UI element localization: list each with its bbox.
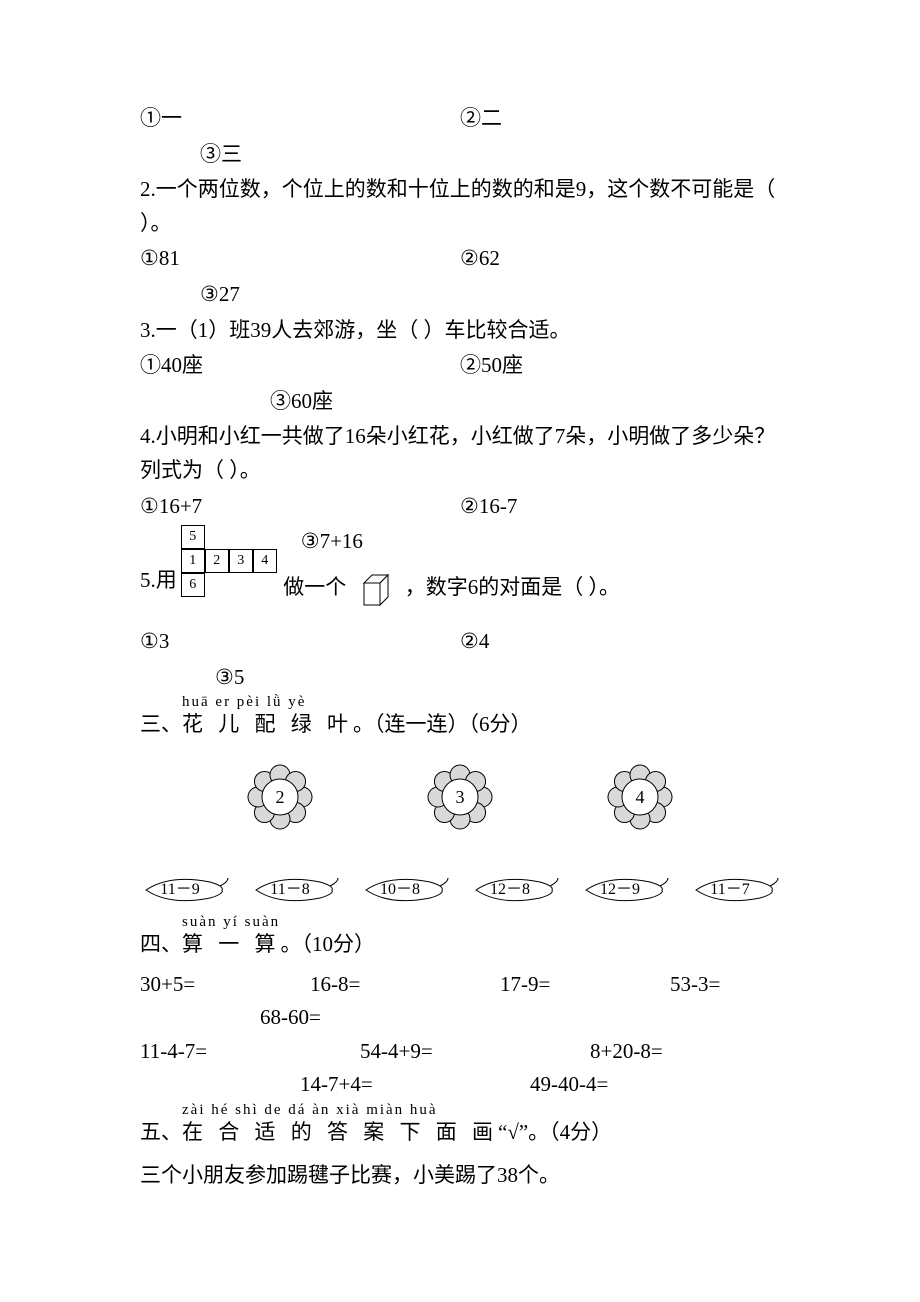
svg-text:11－9: 11－9 [160, 881, 199, 898]
flowers-row: 2 3 4 [140, 762, 780, 832]
q2-opt-b: ②62 [460, 246, 500, 270]
sec3-title: 三、 huā er pèi lǜ yè 花 儿 配 绿 叶 。（连一连）（6分） [140, 708, 780, 742]
sec5-hanzi: 在 合 适 的 答 案 下 面 画 [182, 1120, 498, 1144]
q3-opt-c: ③60座 [270, 389, 333, 413]
leaf-1: 11－9 [140, 872, 230, 908]
flower-2: 2 [245, 762, 315, 832]
q5-opt-c-row: ③5 [140, 661, 780, 695]
calc-2: 16-8= [310, 968, 500, 1002]
leaf-4: 12－8 [470, 872, 560, 908]
q2-stem: 2.一个两位数，个位上的数和十位上的数的和是9，这个数不可能是（ ）。 [140, 173, 780, 240]
q4-stem: 4.小明和小红一共做了16朵小红花，小红做了7朵，小明做了多少朵？列式为（ ）。 [140, 420, 780, 487]
cube-icon [356, 569, 396, 609]
sec4-tail: 。（10分） [281, 932, 376, 956]
q3-opt-c-row: ③60座 [140, 385, 780, 419]
net-cell-5: 5 [181, 525, 205, 549]
q1-options-row: ①一 ②二 [140, 102, 780, 136]
calc-8: 8+20-8= [590, 1035, 663, 1069]
net-cell-1: 1 [181, 549, 205, 573]
svg-text:11－7: 11－7 [710, 881, 749, 898]
flower-4: 4 [605, 762, 675, 832]
leaf-2: 11－8 [250, 872, 340, 908]
sec5-label: 五、 [140, 1120, 182, 1144]
calc-7: 54-4+9= [360, 1035, 590, 1069]
q5-mid: 做一个 [283, 575, 346, 599]
sec4-label: 四、 [140, 932, 182, 956]
q2-opt-c: ③27 [200, 282, 240, 306]
q2-options-row: ①81 ②62 [140, 242, 780, 276]
q2-opt-a: ①81 [140, 246, 180, 270]
q4-opt-b: ②16-7 [460, 494, 517, 518]
q4-opt-c: ③7+16 [301, 525, 363, 559]
q1-opt-b: ②二 [460, 106, 502, 130]
q4-options-row: ①16+7 ②16-7 [140, 490, 780, 524]
calc-1: 30+5= [140, 968, 310, 1002]
sec3-tail: 。（连一连）（6分） [353, 712, 532, 736]
cube-net: 5 1 2 3 4 6 [181, 525, 277, 597]
leaf-6: 11－7 [690, 872, 780, 908]
sec5-title: 五、 zài hé shì de dá àn xià miàn huà 在 合 … [140, 1116, 780, 1150]
net-cell-2: 2 [205, 549, 229, 573]
svg-text:2: 2 [276, 787, 285, 807]
calc-row1: 30+5= 16-8= 17-9= 53-3= [140, 968, 780, 1002]
sec4-title: 四、 suàn yí suàn 算 一 算 。（10分） [140, 928, 780, 962]
q3-stem: 3.一（1）班39人去郊游，坐（ ）车比较合适。 [140, 314, 780, 348]
sec5-pinyin: zài hé shì de dá àn xià miàn huà [182, 1098, 438, 1122]
svg-text:4: 4 [636, 787, 645, 807]
calc-row1b: 68-60= [140, 1001, 780, 1035]
calc-6: 11-4-7= [140, 1035, 360, 1069]
svg-text:11－8: 11－8 [270, 881, 309, 898]
sec3-label: 三、 [140, 712, 182, 736]
svg-text:10－8: 10－8 [380, 881, 420, 898]
net-cell-3: 3 [229, 549, 253, 573]
q3-opt-a: ①40座 [140, 353, 203, 377]
svg-text:12－9: 12－9 [600, 881, 640, 898]
q3-options-row: ①40座 ②50座 [140, 349, 780, 383]
calc-row3: 14-7+4= 49-40-4= [140, 1068, 780, 1102]
sec4-pinyin: suàn yí suàn [182, 910, 280, 934]
svg-text:3: 3 [456, 787, 465, 807]
leaf-5: 12－9 [580, 872, 670, 908]
net-cell-6: 6 [181, 573, 205, 597]
q1-opt-a: ①一 [140, 106, 182, 130]
q2-opt-c-row: ③27 [140, 278, 780, 312]
leaves-row: 11－9 11－8 10－8 12－8 12－9 11－7 [140, 872, 780, 908]
q5-opt-c: ③5 [215, 665, 244, 689]
svg-text:12－8: 12－8 [490, 881, 530, 898]
q4-opt-a: ①16+7 [140, 494, 202, 518]
calc-10: 49-40-4= [530, 1068, 608, 1102]
sec3-pinyin: huā er pèi lǜ yè [182, 690, 306, 714]
sec3-hanzi: 花 儿 配 绿 叶 [182, 712, 353, 736]
leaf-3: 10－8 [360, 872, 450, 908]
q5-post: ，数字6的对面是（ ）。 [405, 575, 620, 599]
calc-grid: 30+5= 16-8= 17-9= 53-3= 68-60= 11-4-7= 5… [140, 968, 780, 1102]
calc-9: 14-7+4= [300, 1068, 530, 1102]
sec4-hanzi: 算 一 算 [182, 932, 281, 956]
flower-3: 3 [425, 762, 495, 832]
q3-opt-b: ②50座 [460, 353, 523, 377]
q1-opt-c: ③三 [200, 142, 242, 166]
calc-row2: 11-4-7= 54-4+9= 8+20-8= [140, 1035, 780, 1069]
calc-4: 53-3= [670, 968, 720, 1002]
net-cell-4: 4 [253, 549, 277, 573]
sec5-line: 三个小朋友参加踢毽子比赛，小美踢了38个。 [140, 1159, 780, 1193]
q5-opt-b: ②4 [460, 629, 489, 653]
q1-opt-c-row: ③三 [140, 138, 780, 172]
sec5-tail: “√”。（4分） [498, 1120, 612, 1144]
q5-options-row: ①3 ②4 [140, 625, 780, 659]
calc-3: 17-9= [500, 968, 670, 1002]
calc-5: 68-60= [260, 1005, 321, 1029]
q5-opt-a: ①3 [140, 629, 169, 653]
